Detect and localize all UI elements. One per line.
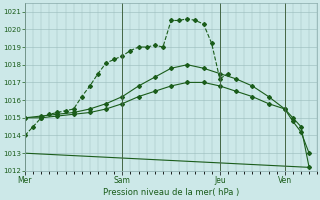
X-axis label: Pression niveau de la mer( hPa ): Pression niveau de la mer( hPa ) xyxy=(103,188,239,197)
